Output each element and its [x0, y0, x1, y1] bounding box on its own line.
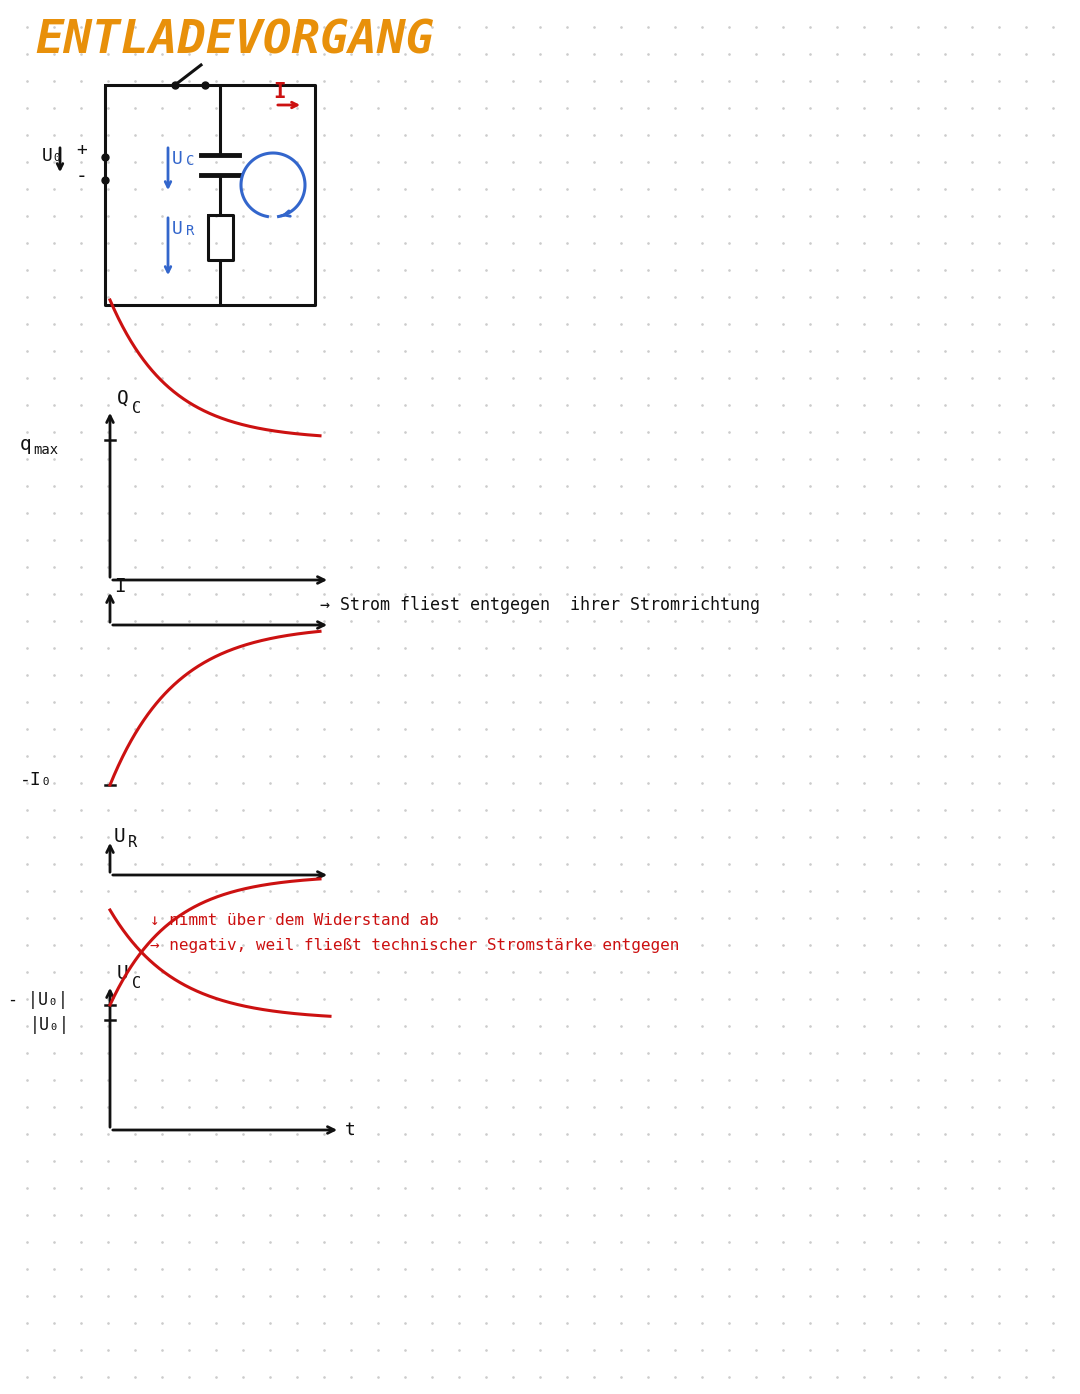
- Text: max: max: [33, 443, 58, 457]
- Text: C: C: [132, 976, 141, 991]
- Text: U₀: U₀: [42, 146, 64, 164]
- Text: I: I: [273, 82, 285, 102]
- Text: +: +: [76, 141, 87, 159]
- Text: -: -: [76, 167, 87, 185]
- Text: |U₀|: |U₀|: [30, 1016, 70, 1034]
- Text: C: C: [186, 153, 194, 169]
- Text: U: U: [117, 965, 129, 983]
- Text: U: U: [172, 220, 183, 238]
- Text: - |U₀|: - |U₀|: [8, 991, 68, 1009]
- Text: t: t: [345, 1121, 356, 1139]
- Text: U: U: [172, 151, 183, 169]
- Text: → negativ, weil fließt technischer Stromstärke entgegen: → negativ, weil fließt technischer Strom…: [150, 938, 679, 953]
- Text: C: C: [132, 401, 141, 415]
- Text: R: R: [186, 224, 194, 238]
- Text: -I₀: -I₀: [21, 771, 53, 789]
- Text: q: q: [21, 435, 31, 454]
- Text: → Strom fliest entgegen  ihrer Stromrichtung: → Strom fliest entgegen ihrer Stromricht…: [320, 597, 760, 613]
- Text: I: I: [114, 577, 125, 597]
- Text: ↓ nimmt über dem Widerstand ab: ↓ nimmt über dem Widerstand ab: [150, 913, 438, 928]
- Text: R: R: [129, 835, 137, 850]
- Text: Q: Q: [117, 389, 129, 408]
- Text: U: U: [114, 827, 125, 846]
- Text: ENTLADEVORGANG: ENTLADEVORGANG: [35, 18, 434, 63]
